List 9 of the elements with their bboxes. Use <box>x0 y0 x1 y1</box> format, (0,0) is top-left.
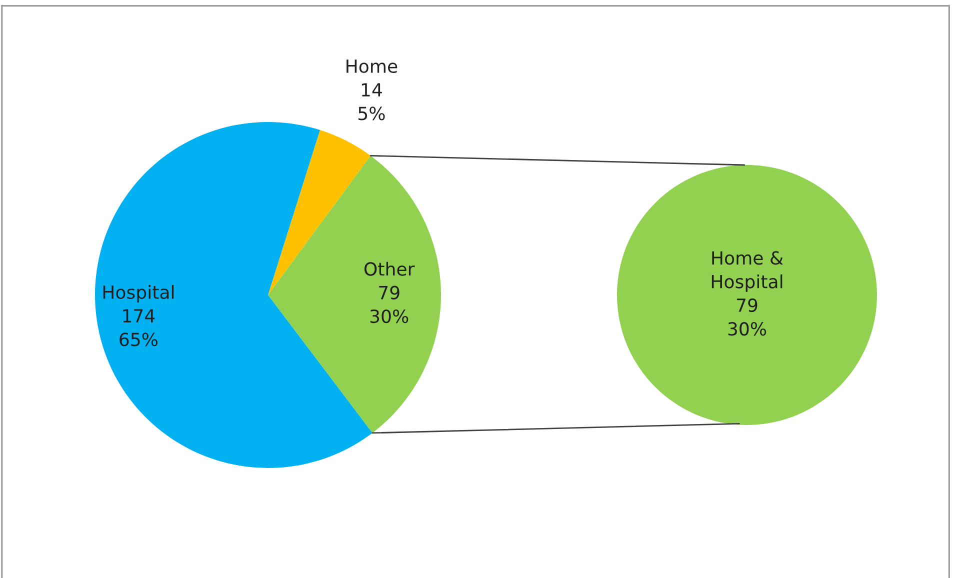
slice-label: Hospital <box>103 285 174 302</box>
data-label: 79 30% <box>370 286 408 324</box>
slice-label: Other <box>364 262 415 276</box>
data-label: 174 65% <box>120 309 158 346</box>
pie-slice <box>268 156 441 433</box>
slice-label: Home & Hospital <box>712 251 784 292</box>
data-label: 14 5% <box>358 83 385 120</box>
data-label: 79 30% <box>728 298 766 336</box>
slice-label: Home <box>346 60 398 74</box>
